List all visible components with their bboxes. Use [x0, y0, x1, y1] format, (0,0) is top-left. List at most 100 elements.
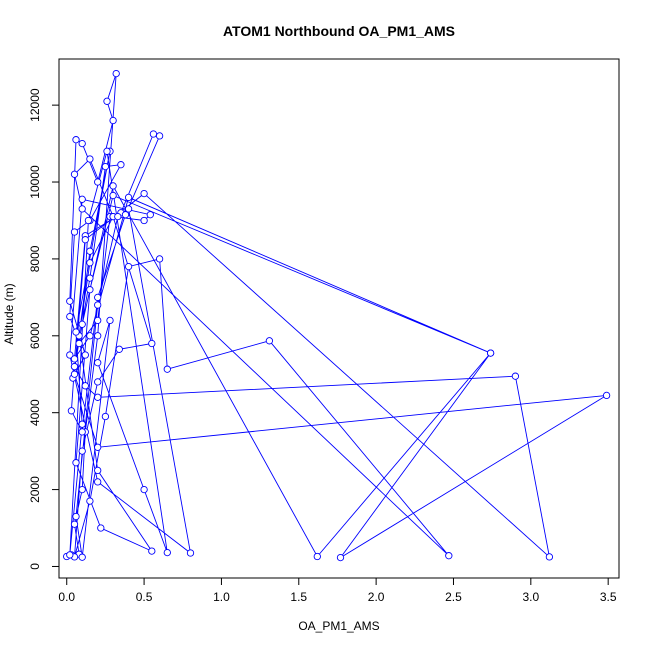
data-point — [66, 312, 74, 321]
data-point — [67, 407, 76, 415]
data-point — [94, 293, 102, 302]
data-point — [602, 391, 611, 400]
data-point — [163, 548, 171, 557]
data-point — [94, 466, 102, 475]
data-point — [78, 447, 86, 455]
y-axis-label: Altitude (m) — [2, 283, 16, 344]
data-point — [70, 228, 79, 236]
data-point — [155, 255, 164, 263]
x-tick-label: 1.0 — [213, 590, 230, 604]
y-axis: 0 2000 4000 6000 8000 10000 12000 — [28, 88, 59, 570]
data-point — [70, 370, 79, 378]
data-point — [72, 136, 80, 144]
plot-frame — [58, 58, 620, 579]
data-point — [86, 497, 94, 505]
data-point — [86, 286, 94, 294]
data-point — [109, 191, 117, 200]
data-point — [94, 478, 102, 486]
data-point — [86, 247, 94, 255]
data-point — [81, 236, 89, 244]
data-point — [78, 420, 86, 428]
x-tick-label: 0.0 — [58, 590, 75, 604]
data-point — [103, 97, 111, 105]
data-point — [94, 316, 102, 325]
data-point — [66, 351, 74, 359]
y-tick-label: 6000 — [28, 322, 42, 349]
data-point — [81, 351, 89, 359]
data-point — [78, 485, 86, 494]
data-point — [186, 549, 195, 557]
y-tick-label: 0 — [28, 563, 42, 570]
data-point — [84, 216, 93, 225]
x-axis-label: OA_PM1_AMS — [298, 619, 379, 633]
data-point — [94, 301, 102, 309]
data-point — [511, 372, 520, 380]
data-point — [146, 211, 154, 219]
y-tick-label: 4000 — [28, 399, 42, 426]
data-point — [445, 552, 453, 560]
data-point — [94, 443, 102, 451]
data-point — [265, 337, 274, 345]
y-tick-label: 10000 — [28, 165, 42, 199]
data-point — [94, 332, 102, 340]
data-point — [155, 132, 164, 140]
data-point — [78, 428, 86, 436]
data-point — [163, 365, 171, 373]
data-point — [140, 189, 148, 198]
data-point — [72, 459, 80, 467]
data-point — [149, 130, 158, 138]
y-tick-label: 2000 — [28, 476, 42, 503]
data-point — [140, 485, 148, 494]
data-point — [78, 205, 86, 213]
x-tick-label: 2.5 — [445, 590, 462, 604]
data-point — [101, 412, 110, 421]
data-point — [115, 345, 123, 353]
data-point — [70, 355, 79, 363]
data-point — [336, 553, 345, 562]
data-point — [106, 316, 114, 325]
data-point — [78, 195, 86, 203]
data-point — [124, 193, 133, 202]
data-point — [78, 139, 86, 148]
y-tick-label: 8000 — [28, 245, 42, 272]
data-point — [86, 332, 94, 340]
data-point — [86, 259, 94, 267]
data-point — [94, 178, 102, 186]
data-point — [70, 170, 79, 178]
data-point — [78, 320, 86, 328]
data-point — [112, 69, 120, 78]
data-point — [114, 212, 122, 221]
x-tick-label: 1.5 — [290, 590, 307, 604]
x-tick-label: 2.0 — [368, 590, 385, 604]
data-point — [486, 349, 495, 357]
data-point — [94, 393, 102, 401]
y-tick-label: 12000 — [28, 88, 42, 122]
data-point — [124, 262, 133, 271]
data-point — [75, 339, 83, 348]
data-point — [545, 553, 554, 561]
data-point — [72, 328, 80, 336]
data-point — [94, 378, 102, 386]
data-point — [109, 116, 117, 125]
data-point — [86, 155, 94, 163]
data-point — [70, 520, 79, 528]
x-tick-label: 3.5 — [600, 590, 617, 604]
data-point — [124, 205, 133, 213]
x-axis: 0.0 0.5 1.0 1.5 2.0 2.5 3.0 3.5 — [58, 578, 617, 604]
data-point — [97, 524, 105, 532]
x-tick-label: 3.0 — [522, 590, 539, 604]
data-point — [66, 551, 74, 559]
data-point — [70, 362, 79, 371]
data-point — [86, 274, 94, 282]
series-layer — [63, 69, 611, 562]
data-point — [94, 359, 102, 367]
data-point — [148, 339, 156, 348]
data-point — [78, 553, 86, 561]
data-point — [66, 297, 74, 305]
x-tick-label: 0.5 — [136, 590, 153, 604]
data-point — [313, 552, 321, 561]
data-point — [140, 216, 148, 225]
data-point — [148, 547, 156, 555]
data-point — [121, 211, 130, 219]
chart-title: ATOM1 Northbound OA_PM1_AMS — [223, 23, 455, 39]
